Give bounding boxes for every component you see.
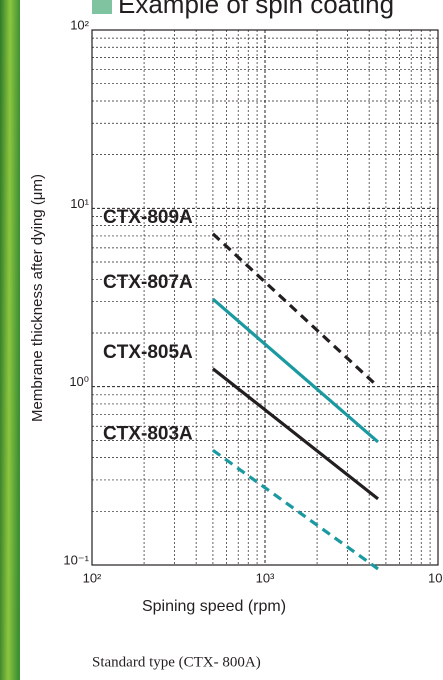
x-axis-label: Spining speed (rpm) [142,598,286,615]
leaf-decoration [0,0,20,680]
y-axis-label: Membrane thickness after dying (μm) [29,174,46,422]
y-tick-label: 10⁰ [69,374,89,389]
series-line [213,234,378,387]
x-tick-label: 10³ [256,570,275,585]
series-line [213,369,378,499]
series-line [213,450,378,569]
caption: Standard type (CTX- 800A) [92,654,261,670]
y-tick-label: 10² [70,17,89,32]
y-tick-label: 10¹ [70,196,89,211]
series-label: CTX-803A [103,423,193,444]
chart: Example of spin coating Spining speed (r… [0,0,443,680]
series-label: CTX-805A [103,342,193,363]
chart-title: Example of spin coating [118,0,394,19]
y-tick-label: 10⁻¹ [63,552,89,567]
x-tick-label: 10⁴ [428,570,443,585]
series-line [213,299,378,442]
title-marker [92,0,112,14]
series-label: CTX-809A [103,207,193,228]
x-tick-label: 10² [83,570,102,585]
series-label: CTX-807A [103,272,193,293]
